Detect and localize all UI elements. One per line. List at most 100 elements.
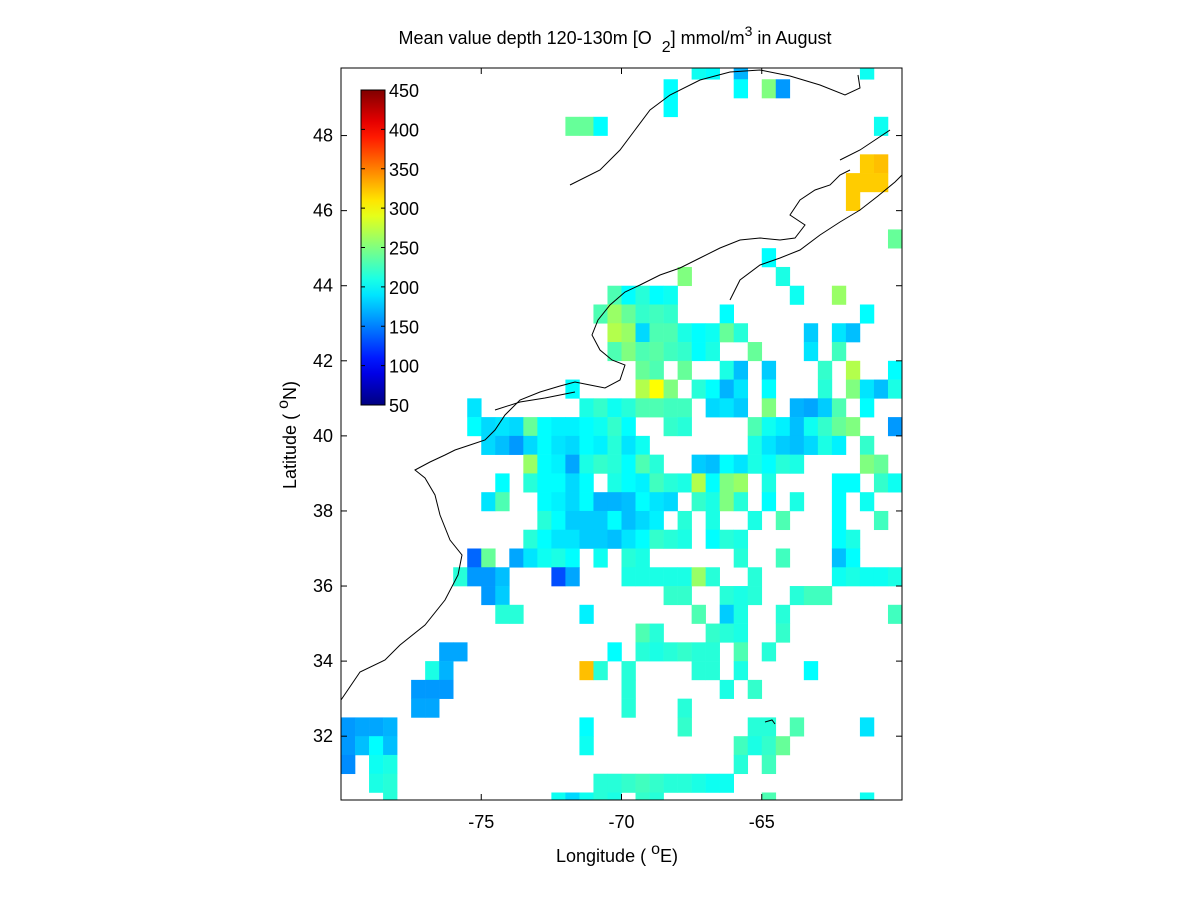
cell — [831, 473, 847, 493]
cell — [579, 661, 594, 681]
cell — [705, 773, 720, 793]
cell — [565, 529, 580, 549]
cell — [607, 342, 622, 362]
cell — [733, 360, 749, 380]
cell — [719, 773, 734, 793]
cell — [621, 698, 636, 718]
cell — [495, 435, 510, 455]
cell — [495, 604, 510, 624]
cell — [705, 379, 720, 399]
cell — [481, 548, 496, 568]
colorbar-tick-label: 350 — [389, 160, 419, 180]
cell — [579, 473, 594, 493]
cell — [719, 679, 734, 699]
cell — [579, 604, 594, 624]
coast — [494, 391, 576, 411]
cell — [747, 510, 763, 531]
cell — [565, 116, 580, 136]
cell — [593, 661, 608, 681]
cell — [719, 454, 734, 474]
cell — [831, 548, 847, 568]
cell — [873, 473, 889, 493]
cell — [509, 417, 524, 437]
cell — [635, 304, 650, 324]
y-tick-label: 48 — [313, 126, 333, 146]
cell — [607, 285, 622, 305]
colorbar-tick-label: 200 — [389, 278, 419, 298]
cell — [383, 717, 398, 737]
cell — [845, 323, 861, 343]
cell — [831, 510, 847, 531]
cell — [691, 323, 706, 343]
cell — [691, 773, 706, 793]
cell — [551, 473, 566, 493]
cell — [369, 754, 384, 775]
cell — [579, 454, 594, 474]
cell — [355, 717, 370, 737]
cell — [607, 773, 622, 793]
cell — [593, 548, 608, 568]
cell — [887, 360, 902, 380]
cell — [705, 510, 720, 531]
cell — [467, 398, 482, 418]
cell — [425, 698, 440, 718]
cell — [733, 548, 749, 568]
cell — [537, 492, 552, 512]
cell — [761, 473, 777, 493]
cell — [537, 417, 552, 437]
cell — [705, 529, 720, 549]
cell — [635, 285, 650, 305]
cell — [677, 717, 692, 737]
cell — [663, 323, 678, 343]
y-tick-label: 38 — [313, 501, 333, 521]
cell — [369, 773, 384, 793]
cell — [509, 604, 524, 624]
chart-title: Mean value depth 120-130m [O 2] mmol/m3 i… — [399, 23, 832, 56]
cell — [845, 379, 861, 399]
cell — [803, 323, 819, 343]
cell — [719, 623, 734, 643]
cell — [565, 473, 580, 493]
cell — [803, 342, 819, 362]
cell — [537, 548, 552, 568]
cell — [705, 323, 720, 343]
cell — [859, 435, 875, 455]
cell — [789, 586, 805, 606]
title-part: in August — [752, 28, 831, 48]
cell — [635, 623, 650, 643]
cell — [663, 642, 678, 662]
cell — [733, 398, 749, 418]
cell — [859, 567, 875, 587]
cell — [747, 679, 763, 699]
cell — [341, 717, 356, 737]
cell — [887, 473, 902, 493]
cell — [579, 492, 594, 512]
y-tick-label: 34 — [313, 651, 333, 671]
cell — [859, 398, 875, 418]
colorbar-tick-label: 300 — [389, 199, 419, 219]
cell — [607, 473, 622, 493]
cell — [775, 510, 791, 531]
cell — [383, 754, 398, 775]
cell — [845, 417, 861, 437]
y-tick-label: 42 — [313, 351, 333, 371]
cell — [565, 379, 580, 399]
cell — [621, 323, 636, 343]
cell — [845, 191, 861, 211]
y-tick-label: 44 — [313, 276, 333, 296]
cell — [523, 417, 538, 437]
cell — [803, 586, 819, 606]
cell — [831, 398, 847, 418]
cell — [761, 360, 777, 380]
cell — [551, 492, 566, 512]
cell — [747, 567, 763, 587]
cell — [649, 398, 664, 418]
cell — [831, 435, 847, 455]
title-part: ] mmol/m — [671, 28, 745, 48]
cell — [537, 435, 552, 455]
cell — [621, 454, 636, 474]
cell — [761, 417, 777, 437]
cell — [663, 492, 678, 512]
cell — [635, 529, 650, 549]
